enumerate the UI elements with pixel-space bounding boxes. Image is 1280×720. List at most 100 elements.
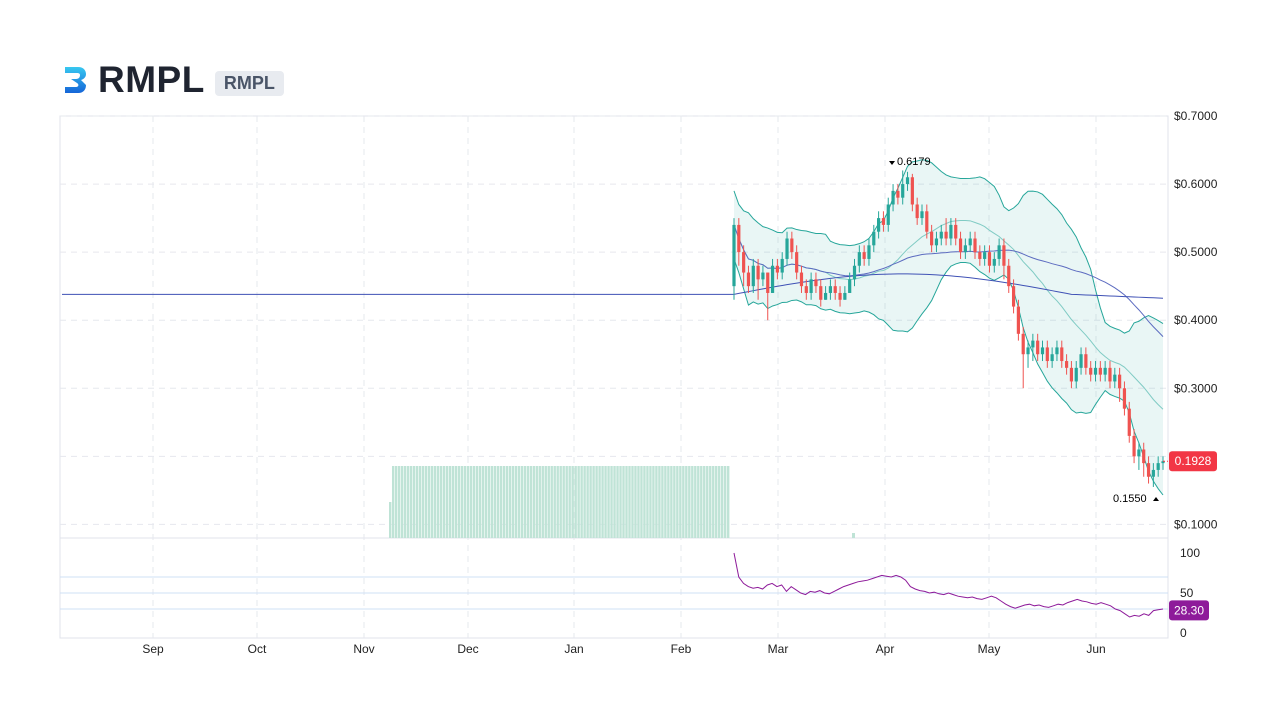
volume-bar <box>610 466 613 538</box>
candle-body <box>1079 354 1083 368</box>
y-tick-label: $0.5000 <box>1174 245 1218 259</box>
x-tick-label: Oct <box>248 642 267 656</box>
volume-bar <box>389 502 392 538</box>
candle-body <box>881 218 886 225</box>
candle-body <box>1084 354 1088 368</box>
volume-bar <box>634 466 637 538</box>
x-tick-label: Mar <box>768 642 789 656</box>
volume-bar <box>526 466 529 538</box>
volume-bar <box>625 466 628 538</box>
last-price-label: 0.1928 <box>1175 454 1212 468</box>
candle-body <box>1040 347 1045 355</box>
chart-frame <box>59 115 1169 639</box>
volume-bar <box>565 466 568 538</box>
candle-body <box>958 238 963 253</box>
candle-body <box>915 204 919 219</box>
candlesticks: 0.6179 0.1550 <box>732 156 1165 505</box>
volume-bar <box>544 466 547 538</box>
volume-bar <box>472 466 476 538</box>
volume-bar <box>601 466 604 538</box>
candle-body <box>1142 449 1146 464</box>
volume-bar <box>430 466 434 538</box>
volume-bar <box>700 466 703 538</box>
candle-body <box>775 265 779 273</box>
candle-body <box>877 218 881 232</box>
volume-bar <box>394 466 398 538</box>
candle-body <box>910 177 914 205</box>
volume-bar <box>679 466 682 538</box>
volume-bar <box>421 466 425 538</box>
y-tick-label: $0.7000 <box>1174 109 1218 123</box>
volume-bar <box>646 466 649 538</box>
candle-body <box>804 286 808 293</box>
volume-bar <box>433 466 437 538</box>
candle-body <box>987 252 992 266</box>
volume-bar <box>445 466 449 538</box>
volume-bar <box>493 466 497 538</box>
candle-body <box>1118 374 1122 389</box>
x-tick-label: Feb <box>671 642 692 656</box>
volume-bar <box>484 466 488 538</box>
volume-bar <box>556 466 559 538</box>
volume-bar <box>481 466 485 538</box>
candle-body <box>920 211 924 219</box>
candle-body <box>867 245 871 259</box>
rsi-line <box>733 552 1164 618</box>
candle-body <box>992 258 996 266</box>
volume-bar <box>490 466 494 538</box>
volume-bar <box>442 466 446 538</box>
chart-grid <box>59 115 1169 639</box>
ma-mid-line <box>733 224 1164 337</box>
volume-bar <box>403 466 407 538</box>
candle-body <box>978 252 982 259</box>
candle-body <box>1108 367 1112 382</box>
rsi-axis-label: 50 <box>1180 586 1194 600</box>
volume-bar <box>604 466 607 538</box>
candle-body <box>983 252 987 259</box>
volume-bar <box>598 466 601 538</box>
candle-body <box>857 252 861 266</box>
volume-bars <box>389 466 855 538</box>
candle-body <box>1002 245 1006 266</box>
candle-body <box>963 245 967 253</box>
candle-body <box>1127 408 1131 436</box>
candle-body <box>1122 388 1127 409</box>
volume-bar <box>457 466 461 538</box>
volume-bar <box>649 466 652 538</box>
volume-bar <box>439 466 443 538</box>
candle-body <box>790 238 794 253</box>
y-tick-label: $0.1000 <box>1174 517 1218 531</box>
volume-bar <box>658 466 661 538</box>
volume-bar <box>505 466 509 538</box>
volume-bar <box>583 466 586 538</box>
candle-body <box>823 292 828 300</box>
candle-body <box>848 279 852 293</box>
volume-bar <box>715 466 718 538</box>
candle-body <box>934 238 939 246</box>
candle-body <box>997 245 1001 259</box>
volume-bar <box>643 466 646 538</box>
volume-bar <box>499 466 503 538</box>
volume-bar <box>631 466 634 538</box>
volume-bar <box>535 466 538 538</box>
candle-body <box>862 252 866 259</box>
candle-body <box>843 292 847 300</box>
volume-bar <box>655 466 658 538</box>
x-tick-label: Nov <box>353 642 374 656</box>
volume-bar <box>514 466 518 538</box>
volume-bar <box>580 466 583 538</box>
candle-body <box>732 224 736 287</box>
candle-body <box>1036 340 1040 355</box>
candle-body <box>872 231 876 246</box>
candle-body <box>891 190 895 205</box>
rsi-last-label: 28.30 <box>1174 603 1204 617</box>
volume-bar <box>415 466 419 538</box>
candle-body <box>896 190 900 198</box>
volume-bar <box>727 466 730 538</box>
candle-body <box>819 286 823 300</box>
chart-axes: Sep Oct Nov Dec Jan Feb Mar Apr May Jun $0.7000 $0.… <box>142 109 1217 656</box>
volume-bar <box>709 466 712 538</box>
candle-body <box>968 238 972 246</box>
chart-header: RMPL RMPL <box>62 58 284 102</box>
